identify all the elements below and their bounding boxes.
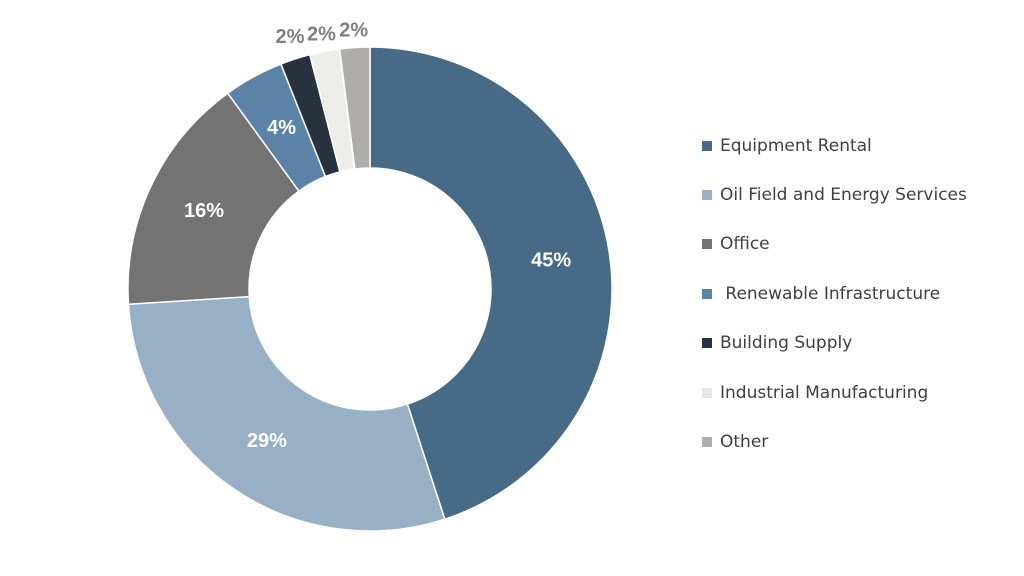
legend-label: Renewable Infrastructure <box>720 283 941 304</box>
data-label-oil-field-and-energy-services: 29% <box>247 430 287 452</box>
legend-item-equipment-rental: Equipment Rental <box>702 121 1012 170</box>
legend-swatch <box>702 288 712 299</box>
chart-legend: Equipment Rental Oil Field and Energy Ser… <box>702 121 1012 467</box>
data-label-industrial-manufacturing: 2% <box>307 24 336 46</box>
legend-label: Building Supply <box>720 333 853 354</box>
data-label-renewable-infrastructure: 4% <box>267 117 296 139</box>
legend-item-oil-field-and-energy-services: Oil Field and Energy Services <box>702 170 1012 219</box>
legend-swatch <box>702 239 712 250</box>
data-label-equipment-rental: 45% <box>531 249 571 271</box>
legend-label: Equipment Rental <box>720 135 872 156</box>
legend-swatch <box>702 387 712 398</box>
legend-item-building-supply: Building Supply <box>702 319 1012 368</box>
legend-swatch <box>702 190 712 201</box>
legend-label: Industrial Manufacturing <box>720 382 929 403</box>
legend-item-industrial-manufacturing: Industrial Manufacturing <box>702 368 1012 417</box>
slice-oil-field-and-energy-services <box>127 295 446 532</box>
data-label-office: 16% <box>184 200 224 222</box>
data-label-building-supply: 2% <box>276 26 305 48</box>
legend-label: Office <box>720 234 770 255</box>
data-label-other: 2% <box>339 20 368 42</box>
legend-swatch <box>702 437 712 448</box>
slice-other <box>338 46 371 170</box>
legend-label: Other <box>720 432 769 453</box>
legend-item-other: Other <box>702 417 1012 466</box>
legend-item-office: Office <box>702 220 1012 269</box>
legend-swatch <box>702 140 712 151</box>
legend-label: Oil Field and Energy Services <box>720 185 967 206</box>
legend-item-renewable-infrastructure: Renewable Infrastructure <box>702 269 1012 318</box>
slice-equipment-rental <box>369 46 613 521</box>
slice-office <box>127 92 300 305</box>
legend-swatch <box>702 338 712 349</box>
